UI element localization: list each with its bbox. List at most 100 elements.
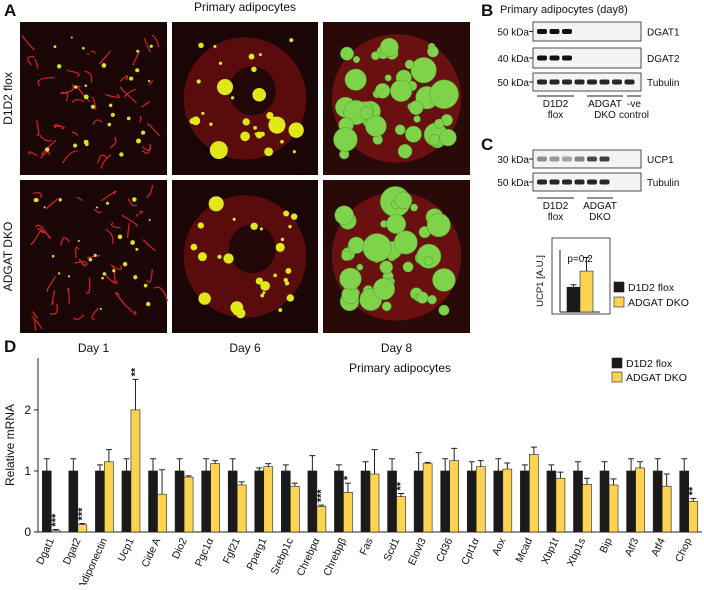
bar [175, 471, 184, 532]
bar [662, 486, 671, 532]
droplet [251, 67, 256, 72]
droplet [287, 294, 294, 301]
droplet [44, 206, 46, 208]
droplet [398, 144, 412, 158]
droplet [394, 231, 417, 254]
band [550, 80, 560, 85]
panel-b-title: Primary adipocytes (day8) [500, 4, 628, 16]
band [612, 80, 622, 85]
band [575, 157, 585, 162]
protein-label: DGAT2 [647, 54, 680, 65]
size-label: 40 kDa [497, 54, 529, 65]
droplet [85, 142, 89, 146]
band [562, 80, 572, 85]
bar [184, 477, 193, 532]
legend-label: ADGAT DKO [626, 372, 687, 384]
droplet [100, 308, 102, 310]
panel-a-title: Primary adipocytes [194, 0, 296, 14]
droplet [119, 152, 123, 156]
bar [69, 471, 78, 532]
droplet [89, 258, 93, 262]
x-tick-label: Aox [490, 536, 509, 558]
droplet [234, 312, 237, 315]
significance: *** [76, 507, 88, 521]
band [537, 29, 547, 34]
bar [290, 486, 299, 532]
bar [580, 271, 593, 312]
bar [520, 471, 529, 532]
droplet [395, 125, 405, 135]
droplet [132, 197, 137, 202]
droplet [130, 240, 135, 245]
droplet [430, 80, 459, 109]
y-axis-label: Relative mRNA [3, 404, 17, 486]
bar [78, 525, 87, 532]
error-bar [664, 474, 670, 486]
error-bar [132, 379, 138, 410]
droplet [429, 134, 440, 145]
error-bar [548, 465, 554, 471]
droplet [335, 206, 354, 225]
droplet [262, 291, 265, 294]
droplet [148, 80, 150, 82]
error-bar [239, 482, 245, 485]
band [537, 80, 547, 85]
droplet [240, 131, 250, 141]
error-bar [97, 465, 103, 471]
blot [533, 48, 641, 68]
bar [104, 462, 113, 532]
error-bar [159, 470, 165, 494]
droplet [340, 47, 353, 60]
x-tick-label: Xbp1t [539, 536, 562, 566]
error-bar [611, 479, 617, 485]
droplet [146, 302, 150, 306]
droplet [403, 262, 413, 272]
bar [211, 464, 220, 532]
droplet [201, 112, 204, 115]
x-tick-label: Dgat2 [61, 536, 84, 567]
band [587, 180, 597, 185]
droplet [136, 138, 141, 143]
x-tick-label: Xbp1s [565, 536, 588, 568]
droplet [409, 101, 423, 115]
protein-label: Tubulin [647, 178, 679, 189]
error-bar [584, 478, 590, 484]
panel-label: C [481, 135, 493, 154]
droplet [348, 237, 365, 254]
bar [361, 471, 370, 532]
droplet [284, 278, 288, 282]
droplet [135, 68, 139, 72]
band [625, 80, 635, 85]
error-bar [212, 461, 218, 464]
x-tick-label: Pgc1α [193, 536, 217, 568]
error-bar [504, 463, 510, 469]
droplet [82, 47, 85, 50]
bar [397, 497, 406, 532]
error-bar [416, 453, 422, 471]
x-tick-label: Bip [597, 536, 614, 555]
droplet [94, 254, 97, 257]
band [550, 29, 560, 34]
droplet [260, 227, 263, 230]
droplet [291, 213, 297, 219]
droplet [288, 225, 291, 228]
error-bar [575, 462, 581, 471]
blot [533, 22, 641, 41]
chart-title: Primary adipocytes [349, 361, 451, 375]
cell [332, 34, 461, 163]
bar [414, 471, 423, 532]
droplet [353, 56, 360, 63]
legend-swatch [614, 282, 624, 292]
significance: *** [315, 489, 327, 503]
droplet [283, 211, 289, 217]
column-label: Day 8 [381, 341, 413, 355]
band [537, 56, 547, 61]
droplet [268, 117, 285, 134]
error-bar [690, 498, 696, 501]
droplet [129, 77, 133, 81]
droplet [233, 218, 236, 221]
legend-label: ADGAT DKO [628, 297, 689, 309]
bar [547, 471, 556, 532]
droplet [74, 85, 77, 88]
size-label: 50 kDa [497, 78, 529, 89]
